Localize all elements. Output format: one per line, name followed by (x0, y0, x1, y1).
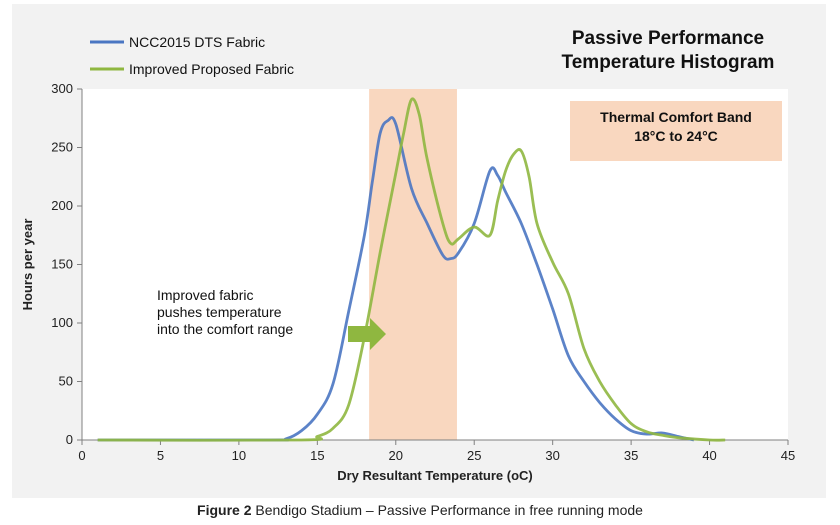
x-tick-label: 35 (624, 448, 638, 463)
y-tick-label: 50 (59, 374, 73, 389)
x-tick-label: 20 (389, 448, 403, 463)
x-tick-label: 40 (702, 448, 716, 463)
legend-label-2: Improved Proposed Fabric (129, 61, 294, 77)
annotation-arrow (348, 318, 386, 350)
figure-caption-label: Figure 2 (197, 502, 252, 518)
comfort-band-label-line: 18°C to 24°C (634, 128, 718, 144)
comfort-band (369, 89, 457, 440)
x-tick-label: 15 (310, 448, 324, 463)
annotation-line: pushes temperature (157, 304, 282, 320)
comfort-band-label-box (570, 101, 782, 161)
y-axis-title: Hours per year (20, 219, 35, 311)
y-tick-label: 250 (51, 140, 73, 155)
y-tick-label: 0 (66, 432, 73, 447)
comfort-band-label-line: Thermal Comfort Band (600, 109, 752, 125)
x-tick-label: 10 (232, 448, 246, 463)
x-tick-label: 45 (781, 448, 795, 463)
chart-title-line: Passive Performance (572, 28, 764, 49)
x-tick-label: 30 (545, 448, 559, 463)
x-tick-label: 25 (467, 448, 481, 463)
annotation-line: Improved fabric (157, 287, 253, 303)
x-tick-label: 0 (78, 448, 85, 463)
series-line-1 (97, 116, 695, 442)
y-tick-label: 150 (51, 257, 73, 272)
temperature-histogram-chart: Thermal Comfort Band 18°C to 24°C 0 5 10 15 20… (20, 28, 795, 483)
series-line-2 (97, 97, 726, 442)
legend-label-1: NCC2015 DTS Fabric (129, 34, 265, 50)
chart-title-line: Temperature Histogram (562, 52, 775, 73)
y-tick-label: 100 (51, 315, 73, 330)
annotation-line: into the comfort range (157, 321, 293, 337)
figure-caption-text: Bendigo Stadium – Passive Performance in… (251, 502, 643, 518)
y-tick-label: 300 (51, 81, 73, 96)
figure-caption: Figure 2 Bendigo Stadium – Passive Perfo… (0, 502, 840, 518)
y-tick-label: 200 (51, 198, 73, 213)
x-tick-label: 5 (157, 448, 164, 463)
x-axis-title: Dry Resultant Temperature (oC) (337, 468, 533, 483)
chart-panel: Thermal Comfort Band 18°C to 24°C 0 5 10 15 20… (12, 4, 826, 498)
